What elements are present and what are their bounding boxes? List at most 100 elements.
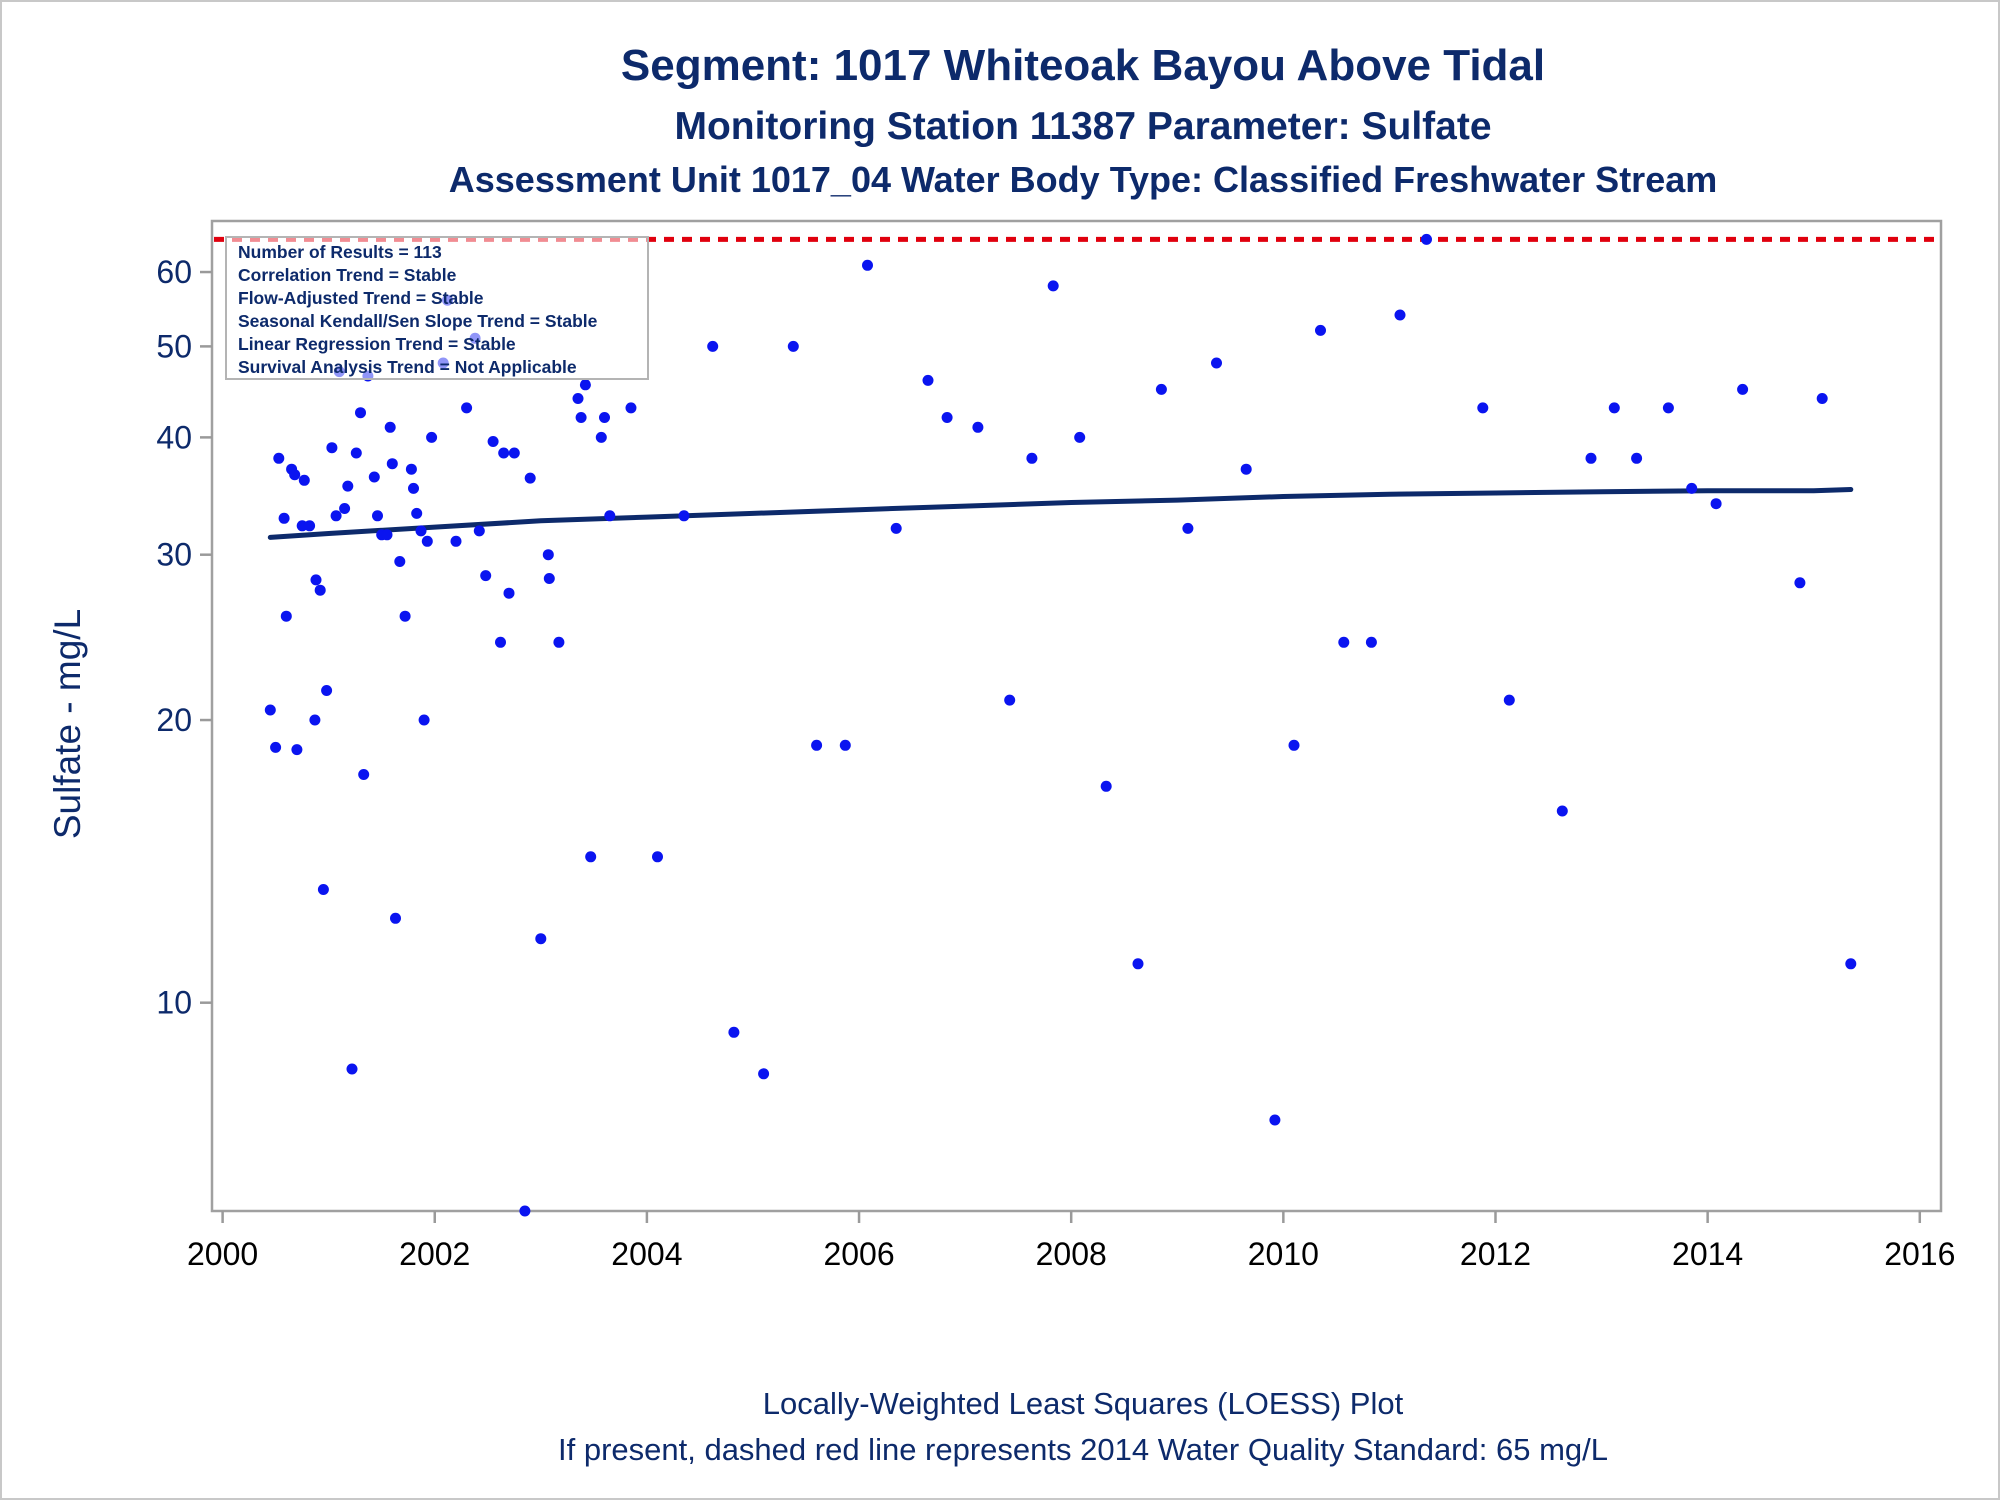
data-point-38	[411, 507, 423, 519]
stats-number-of-results: Number of Results = 113	[238, 242, 442, 262]
x-axis: 2000 2002 2004 2006 2008 2010 2012 2014 2016	[187, 1211, 1955, 1272]
stats-flow-adjusted-trend: Flow-Adjusted Trend = Stable	[238, 288, 484, 308]
data-point-66	[599, 412, 610, 423]
data-point-56	[524, 472, 536, 484]
loess-trend-line	[267, 487, 1854, 540]
loess-layer	[267, 487, 1854, 540]
data-point-87	[1132, 958, 1144, 970]
data-point-72	[728, 1026, 740, 1038]
data-point-48	[473, 525, 485, 537]
data-point-4	[278, 512, 290, 524]
data-point-21	[342, 480, 354, 492]
data-point-89	[1182, 522, 1194, 534]
data-point-94	[1315, 324, 1326, 336]
plot-frame	[210, 219, 1943, 1213]
plot-area	[210, 219, 1943, 1213]
x-tick-label-2006: 2006	[823, 1236, 894, 1272]
data-point-30	[381, 529, 393, 541]
data-point-18	[330, 510, 342, 522]
data-point-25	[358, 769, 370, 780]
data-point-32	[386, 458, 398, 470]
y-axis-label: Sulfate - mg/L	[47, 609, 88, 839]
y-tick-label-50: 50	[156, 328, 192, 364]
footer-standard-note: If present, dashed red line represents 2…	[558, 1432, 1608, 1467]
data-point-101	[1556, 805, 1568, 817]
data-point-82	[1004, 694, 1016, 706]
data-point-10	[298, 474, 310, 486]
data-point-90	[1211, 357, 1222, 369]
data-point-15	[317, 884, 329, 895]
data-point-109	[1794, 577, 1806, 589]
data-point-42	[426, 431, 438, 443]
data-point-55	[519, 1205, 531, 1217]
y-tick-label-10: 10	[156, 985, 192, 1021]
data-point-77	[862, 259, 873, 271]
stats-survival-analysis-trend: Survival Analysis Trend = Not Applicable	[238, 357, 577, 377]
stats-seasonal-kendall-trend: Seasonal Kendall/Sen Slope Trend = Stabl…	[238, 311, 598, 331]
data-point-99	[1477, 402, 1489, 414]
data-point-69	[652, 851, 663, 863]
data-point-75	[811, 739, 823, 751]
data-point-5	[280, 610, 292, 622]
data-point-60	[553, 636, 565, 648]
data-point-33	[390, 912, 401, 924]
data-point-70	[678, 510, 690, 522]
data-point-88	[1155, 383, 1167, 395]
data-point-73	[758, 1068, 770, 1080]
data-point-53	[503, 587, 515, 599]
data-point-20	[339, 503, 351, 514]
data-point-105	[1662, 402, 1674, 414]
data-point-39	[415, 525, 427, 537]
y-tick-label-60: 60	[156, 254, 192, 290]
data-point-7	[289, 469, 301, 481]
data-point-34	[394, 556, 406, 567]
data-point-64	[585, 851, 597, 863]
data-point-23	[350, 447, 362, 459]
data-point-92	[1269, 1114, 1281, 1126]
data-point-63	[579, 379, 591, 391]
x-tick-label-2004: 2004	[611, 1236, 682, 1272]
data-point-2	[270, 741, 282, 753]
data-point-40	[418, 714, 430, 726]
y-tick-label-30: 30	[156, 537, 192, 573]
data-point-91	[1240, 463, 1252, 475]
data-point-67	[604, 510, 616, 522]
data-point-68	[625, 402, 637, 414]
stats-box-frame	[225, 236, 649, 380]
data-point-96	[1365, 636, 1377, 648]
chart-subtitle-station: Monitoring Station 11387 Parameter: Sulf…	[674, 105, 1491, 148]
data-point-28	[372, 510, 383, 522]
x-tick-label-2016: 2016	[1884, 1236, 1955, 1272]
x-tick-label-2008: 2008	[1036, 1236, 1107, 1272]
data-point-71	[707, 340, 719, 352]
stats-linear-regression-trend: Linear Regression Trend = Stable	[238, 334, 516, 354]
data-point-85	[1074, 431, 1086, 443]
data-point-13	[310, 574, 322, 586]
data-point-95	[1338, 636, 1350, 648]
x-tick-label-2002: 2002	[399, 1236, 470, 1272]
data-point-74	[787, 340, 799, 352]
data-point-54	[508, 447, 520, 459]
data-point-27	[368, 471, 380, 483]
data-point-59	[543, 573, 555, 584]
data-point-106	[1686, 482, 1698, 494]
data-point-103	[1608, 402, 1620, 414]
y-axis: 10 20 30 40 50 60	[156, 254, 212, 1021]
data-point-37	[408, 482, 419, 494]
data-point-17	[326, 442, 338, 454]
data-point-111	[1845, 958, 1857, 970]
data-point-46	[461, 402, 473, 414]
data-point-58	[542, 549, 554, 561]
y-tick-label-40: 40	[156, 419, 192, 455]
data-point-52	[498, 447, 510, 459]
x-tick-label-2010: 2010	[1248, 1236, 1319, 1272]
data-point-93	[1288, 739, 1300, 751]
data-point-50	[487, 436, 499, 447]
data-point-51	[495, 636, 506, 648]
data-point-104	[1631, 452, 1643, 464]
data-point-84	[1047, 280, 1059, 292]
x-tick-label-2014: 2014	[1672, 1236, 1743, 1272]
data-point-31	[384, 421, 396, 433]
